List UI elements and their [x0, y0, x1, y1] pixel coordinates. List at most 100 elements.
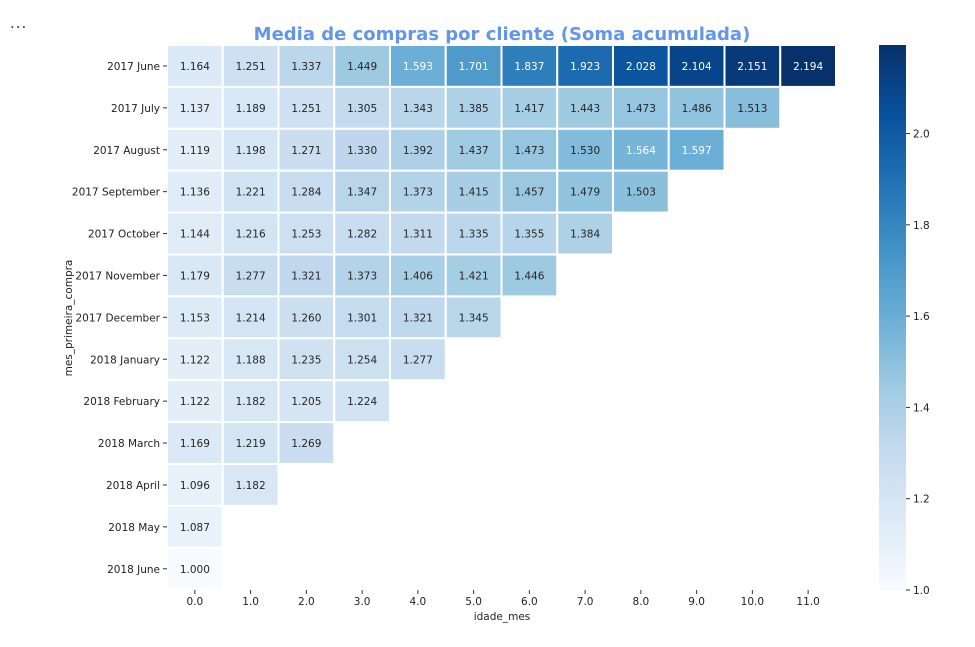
- heatmap-cell: [389, 127, 447, 172]
- x-tick-label: 2.0: [298, 596, 315, 608]
- x-tick-label: 7.0: [577, 596, 594, 608]
- cell-value-label: 1.486: [682, 103, 712, 115]
- cell-value-label: 2.151: [737, 61, 767, 73]
- heatmap-cell: [333, 211, 391, 256]
- heatmap-cell: [444, 211, 503, 256]
- heatmap-cell: [444, 295, 503, 340]
- cell-value-label: 1.437: [459, 145, 489, 157]
- x-axis-label: idade_mes: [474, 611, 531, 623]
- heatmap-cell: [667, 127, 726, 172]
- heatmap-cell: [556, 211, 614, 256]
- heatmap-cell: [166, 253, 224, 298]
- cell-value-label: 1.479: [570, 187, 600, 199]
- cell-value-label: 1.219: [236, 438, 266, 450]
- heatmap-cell: [500, 253, 559, 298]
- cell-value-label: 1.224: [347, 396, 377, 408]
- x-tick-label: 11.0: [796, 596, 819, 608]
- heatmap-cell: [612, 169, 670, 214]
- colorbar-tick-label: 1.2: [913, 494, 930, 506]
- cell-value-label: 1.254: [347, 354, 377, 366]
- cell-value-label: 1.216: [236, 229, 266, 241]
- cell-value-label: 1.503: [626, 187, 656, 199]
- cell-value-label: 1.096: [180, 480, 210, 492]
- y-tick-label: 2017 September: [72, 187, 161, 199]
- cell-value-label: 1.417: [514, 103, 544, 115]
- heatmap-cell: [723, 85, 782, 130]
- cell-value-label: 1.087: [180, 522, 210, 534]
- cell-value-label: 1.182: [236, 480, 266, 492]
- cell-value-label: 1.301: [347, 312, 377, 324]
- heatmap-cell: [389, 253, 447, 298]
- cell-value-label: 1.593: [403, 61, 433, 73]
- x-tick-label: 0.0: [187, 596, 204, 608]
- y-tick-label: 2018 January: [90, 354, 160, 366]
- cell-value-label: 1.000: [180, 564, 210, 576]
- heatmap-cell: [166, 85, 224, 130]
- cell-value-label: 1.345: [459, 312, 489, 324]
- cell-value-label: 1.415: [459, 187, 489, 199]
- cell-value-label: 1.347: [347, 187, 377, 199]
- cell-value-label: 1.373: [403, 187, 433, 199]
- heatmap-cell: [612, 44, 670, 88]
- heatmap-cell: [333, 169, 391, 214]
- cell-value-label: 1.198: [236, 145, 266, 157]
- heatmap-cell: [444, 44, 503, 88]
- cell-value-label: 1.837: [514, 61, 544, 73]
- cell-value-label: 1.164: [180, 61, 210, 73]
- heatmap-cell: [444, 127, 503, 172]
- heatmap-cell: [333, 379, 391, 424]
- cell-value-label: 1.701: [459, 61, 489, 73]
- cell-value-label: 1.343: [403, 103, 433, 115]
- cell-value-label: 1.282: [347, 229, 377, 241]
- cell-value-label: 1.384: [570, 229, 600, 241]
- heatmap-cell: [444, 85, 503, 130]
- cell-value-label: 1.923: [570, 61, 600, 73]
- y-tick-label: 2017 August: [93, 145, 160, 157]
- cell-value-label: 1.205: [291, 396, 321, 408]
- cell-value-label: 1.406: [403, 270, 433, 282]
- menu-ellipsis-icon[interactable]: ...: [10, 14, 28, 32]
- x-tick-label: 6.0: [521, 596, 538, 608]
- heatmap-cell: [723, 44, 782, 88]
- cell-value-label: 1.311: [403, 229, 433, 241]
- y-tick-label: 2017 December: [75, 312, 160, 324]
- cell-value-label: 1.277: [236, 270, 266, 282]
- y-tick-label: 2018 June: [107, 564, 160, 576]
- y-tick-label: 2017 October: [88, 229, 161, 241]
- cell-value-label: 1.253: [291, 229, 321, 241]
- cell-value-label: 1.392: [403, 145, 433, 157]
- cell-value-label: 1.182: [236, 396, 266, 408]
- heatmap-cell: [221, 85, 280, 130]
- cell-value-label: 1.144: [180, 229, 210, 241]
- y-tick-label: 2018 April: [106, 480, 160, 492]
- heatmap-cell: [221, 295, 280, 340]
- colorbar-tick-label: 1.8: [913, 220, 930, 232]
- cell-value-label: 1.179: [180, 270, 210, 282]
- heatmap-cell: [500, 44, 559, 88]
- cell-value-label: 1.473: [514, 145, 544, 157]
- cell-value-label: 1.457: [514, 187, 544, 199]
- x-tick-label: 1.0: [242, 596, 259, 608]
- heatmap-cell: [333, 253, 391, 298]
- heatmap-cell: [556, 169, 614, 214]
- cell-value-label: 1.137: [180, 103, 210, 115]
- cell-value-label: 1.473: [626, 103, 656, 115]
- cell-value-label: 1.153: [180, 312, 210, 324]
- x-tick-label: 9.0: [688, 596, 705, 608]
- cell-value-label: 1.564: [626, 145, 656, 157]
- colorbar-tick-label: 1.0: [913, 585, 930, 597]
- cell-value-label: 2.194: [793, 61, 823, 73]
- cell-value-label: 1.385: [459, 103, 489, 115]
- cell-value-label: 1.446: [514, 270, 544, 282]
- cell-value-label: 1.189: [236, 103, 266, 115]
- chart-title: Media de compras por cliente (Soma acumu…: [254, 24, 751, 45]
- y-tick-label: 2017 November: [75, 270, 160, 282]
- cell-value-label: 1.169: [180, 438, 210, 450]
- heatmap-cell: [779, 44, 837, 88]
- heatmap-cell: [500, 85, 559, 130]
- x-tick-label: 4.0: [410, 596, 427, 608]
- cell-value-label: 1.188: [236, 354, 266, 366]
- cell-value-label: 1.513: [737, 103, 767, 115]
- y-axis-label: mes_primeira_compra: [63, 260, 75, 377]
- cell-value-label: 1.251: [236, 61, 266, 73]
